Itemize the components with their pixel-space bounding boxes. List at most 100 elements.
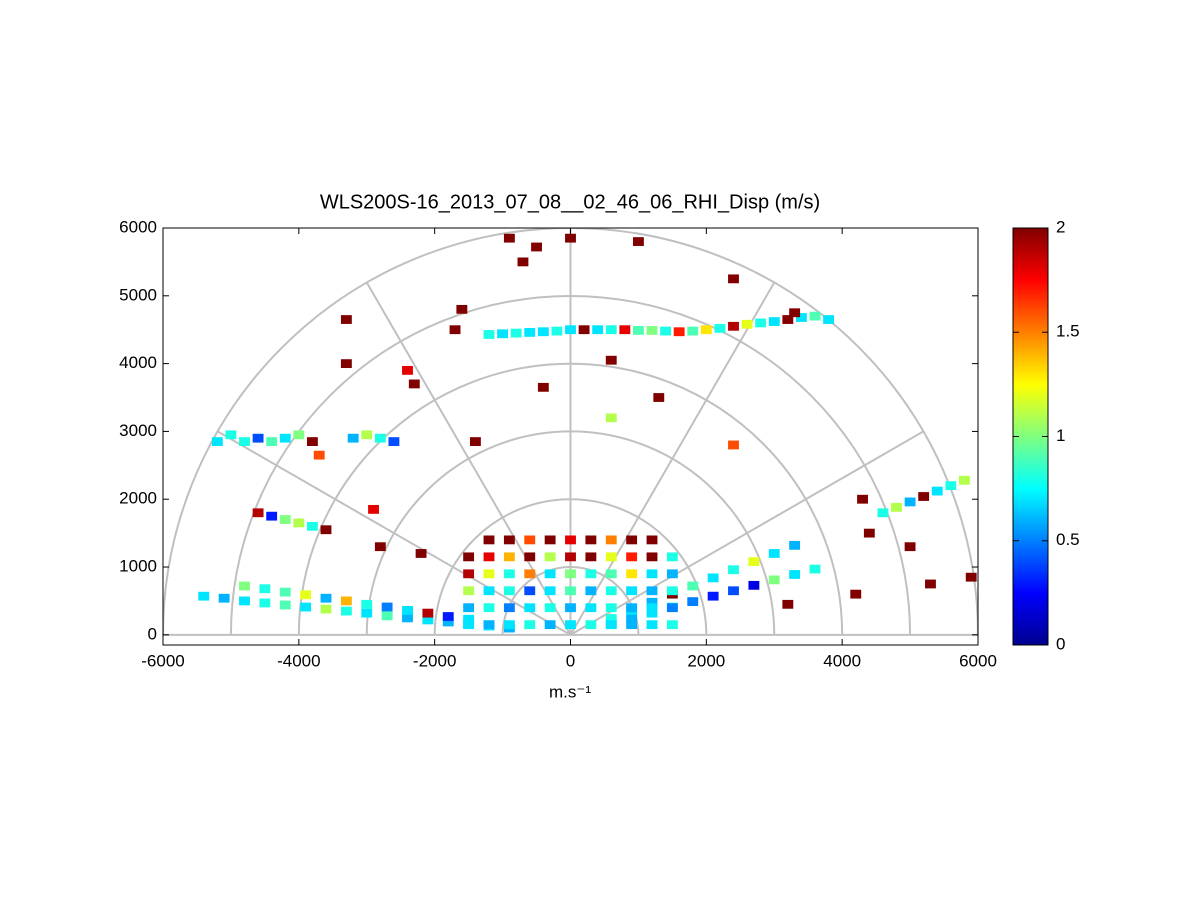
cell [565,603,576,613]
cell [463,603,475,613]
cell [605,569,617,579]
cell [456,304,468,314]
cell [565,233,576,243]
cell [626,569,638,579]
cell [585,569,597,579]
cell [748,580,760,590]
cell [483,569,495,579]
cell [503,586,515,596]
cell [368,504,379,514]
cell [782,599,794,609]
cell [279,587,291,597]
cell [517,257,529,267]
cell [259,598,271,608]
cell [347,433,359,443]
cell [565,620,576,630]
cell [585,552,597,562]
cell [279,600,291,610]
cell [958,475,970,485]
cell [626,614,638,623]
cell [374,542,386,552]
cell [626,603,638,613]
x-tick-label: 2000 [687,651,725,670]
colorbar-tick-label: 1 [1056,426,1065,445]
cell [442,617,454,627]
cell [605,614,617,623]
cell [700,325,712,335]
cell [565,586,576,596]
cell [619,325,631,335]
cell [531,242,542,252]
cell [687,581,699,591]
cell [768,549,780,558]
cell [252,433,264,443]
cell [225,430,237,440]
cell [646,597,658,607]
cell [463,569,475,579]
cells [198,233,977,633]
cell [503,552,515,562]
cell [218,593,230,603]
cell [503,620,515,630]
spoke [569,282,776,636]
cell [422,608,434,618]
cell [714,323,726,333]
cell [463,614,475,624]
cell [483,552,495,562]
cell [728,586,739,596]
cell [524,603,536,613]
cell [585,620,597,630]
cell [551,326,563,336]
cell [503,233,515,243]
cell [768,317,780,326]
cell [340,315,352,324]
spoke [570,430,924,636]
cell [626,552,638,562]
cell [544,620,556,630]
spoke [365,282,572,636]
cell [632,237,644,246]
cell [442,612,454,621]
cell [965,572,977,582]
cell [646,620,658,630]
cell [340,359,352,369]
cell [544,569,556,579]
cell [381,602,393,612]
cell [945,481,957,491]
cell [585,603,597,613]
colorbar-tick-label: 2 [1056,217,1065,236]
cell [510,328,522,338]
cell [626,535,638,545]
cell [239,596,250,606]
cell [605,325,617,335]
cell [789,540,801,550]
cell [483,603,495,613]
cell [524,586,536,596]
cell [300,602,312,612]
cell [646,552,658,562]
cell [565,325,576,335]
cell [483,620,495,630]
cell [320,604,332,614]
cell [592,325,604,335]
cell [666,620,678,630]
cell [340,606,352,616]
cell [524,552,536,562]
cell [782,315,794,324]
cell [239,437,250,446]
cell [483,535,495,545]
cell [463,620,475,630]
cell [728,440,739,450]
cell [198,591,210,601]
cell [605,603,617,613]
cell [503,569,515,579]
cell [755,318,767,328]
cell [646,608,658,618]
cell [340,596,352,606]
cell [653,393,665,402]
cell [605,586,617,596]
y-tick-label: 2000 [119,489,157,508]
y-tick-label: 6000 [119,217,157,236]
cell [789,570,801,579]
cell [823,315,835,324]
